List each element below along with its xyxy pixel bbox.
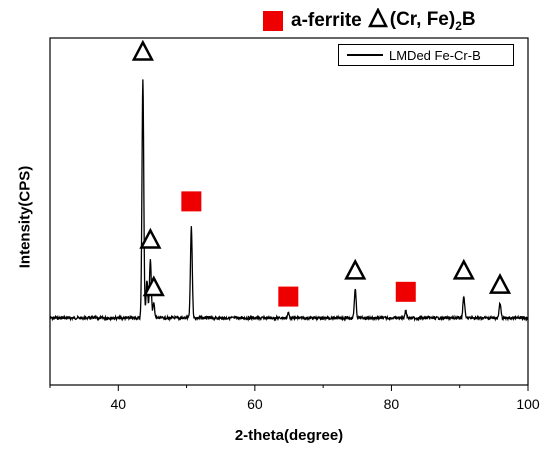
series-line (49, 79, 529, 322)
x-axis: 40 60 80 100 (49, 385, 540, 412)
ferrite-marker (181, 191, 202, 212)
x-tick-label: 100 (516, 396, 540, 412)
boride-marker (142, 275, 165, 297)
series-legend-label: LMDed Fe-Cr-B (389, 47, 481, 63)
series-line-swatch (347, 54, 383, 56)
plot-frame (49, 37, 529, 386)
boride-marker (139, 227, 162, 249)
ferrite-square-icon (263, 11, 283, 31)
x-tick-label: 40 (110, 396, 126, 412)
y-axis-title: Intensity(CPS) (16, 165, 34, 269)
spectrum (49, 79, 529, 322)
boride-legend-label: (Cr, Fe)2B (389, 9, 476, 33)
boride-marker (344, 258, 367, 280)
boride-triangle-icon (367, 7, 388, 34)
boride-marker (131, 39, 154, 61)
phase-legend: a-ferrite (Cr, Fe)2B (263, 6, 476, 36)
ferrite-marker (395, 281, 416, 302)
x-tick-label: 80 (384, 396, 400, 412)
series-legend: LMDed Fe-Cr-B (338, 44, 514, 66)
boride-marker (452, 258, 475, 280)
boride-marker (488, 273, 512, 294)
phase-markers (131, 39, 512, 307)
ferrite-legend-label: a-ferrite (291, 10, 362, 31)
x-tick-label: 60 (247, 396, 263, 412)
x-axis-title: 2-theta(degree) (234, 427, 344, 444)
ferrite-marker (278, 286, 299, 307)
